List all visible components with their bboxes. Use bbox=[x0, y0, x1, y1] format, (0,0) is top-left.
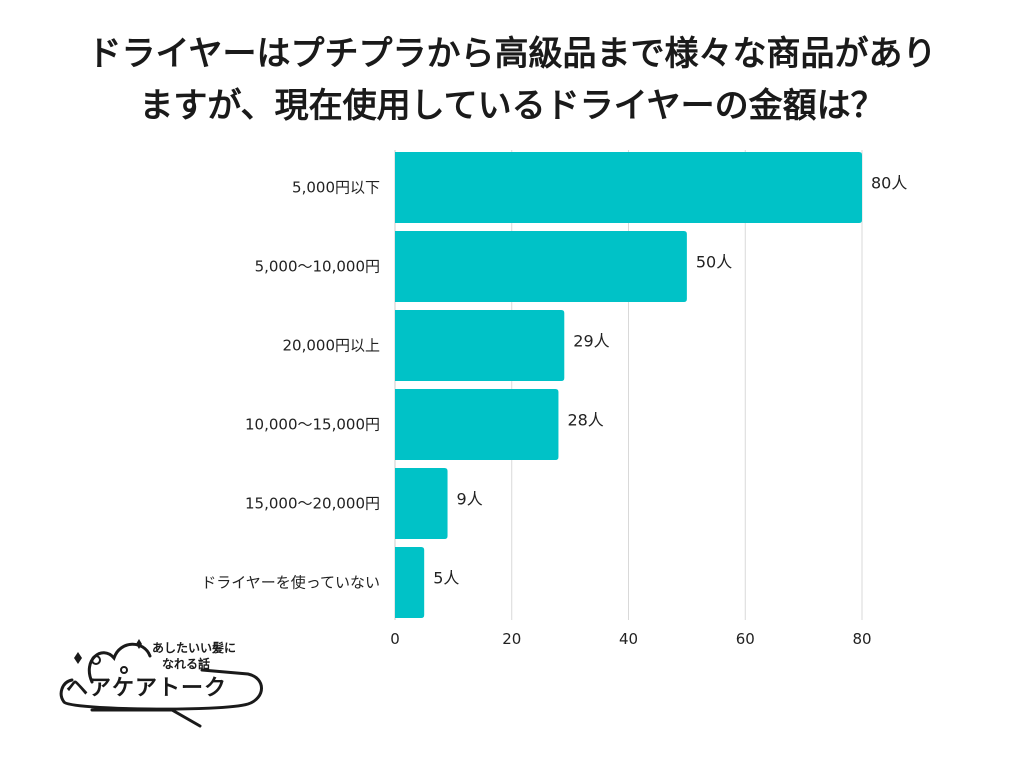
bars bbox=[395, 152, 862, 618]
value-label: 28人 bbox=[567, 411, 603, 430]
chart-title: ドライヤーはプチプラから高級品まで様々な商品があり ますが、現在使用しているドラ… bbox=[0, 28, 1024, 132]
bar bbox=[395, 310, 565, 381]
x-tick-label: 0 bbox=[390, 630, 400, 648]
bar bbox=[395, 389, 559, 460]
logo-wordmark: ヘアケアトーク bbox=[66, 676, 228, 701]
value-label: 29人 bbox=[573, 332, 609, 351]
category-label: 10,000〜15,000円 bbox=[245, 416, 380, 434]
logo-tagline-line-1: あしたいい髪に bbox=[152, 641, 237, 655]
bar bbox=[395, 547, 425, 618]
category-label: ドライヤーを使っていない bbox=[201, 574, 380, 592]
chart-title-line-2: ますが、現在使用しているドライヤーの金額は？ bbox=[139, 86, 885, 126]
bar bbox=[395, 231, 687, 302]
category-label: 5,000〜10,000円 bbox=[255, 258, 380, 276]
logo-tagline: あしたいい髪に なれる話 bbox=[152, 640, 236, 672]
value-label: 5人 bbox=[433, 569, 459, 588]
grid-lines bbox=[394, 150, 863, 620]
labels: 0 20 40 60 80 5,000円以下 80人 5,000〜10,000円 50人 20,0… bbox=[201, 174, 907, 649]
value-label: 80人 bbox=[871, 174, 907, 193]
brand-logo: あしたいい髪に なれる話 ヘアケアトーク bbox=[52, 630, 282, 730]
chart-title-line-1: ドライヤーはプチプラから高級品まで様々な商品があり bbox=[87, 34, 937, 74]
x-tick-label: 60 bbox=[736, 630, 755, 648]
bar bbox=[395, 468, 448, 539]
bar bbox=[395, 152, 862, 223]
category-label: 20,000円以上 bbox=[283, 337, 381, 355]
x-tick-label: 80 bbox=[852, 630, 871, 648]
x-tick-label: 20 bbox=[502, 630, 521, 648]
logo-cloud-icon bbox=[59, 639, 263, 728]
x-tick-label: 40 bbox=[619, 630, 638, 648]
category-label: 5,000円以下 bbox=[292, 179, 380, 197]
value-label: 50人 bbox=[696, 253, 732, 272]
value-label: 9人 bbox=[457, 490, 483, 509]
category-label: 15,000〜20,000円 bbox=[245, 495, 380, 513]
logo-tagline-line-2: なれる話 bbox=[162, 657, 211, 671]
